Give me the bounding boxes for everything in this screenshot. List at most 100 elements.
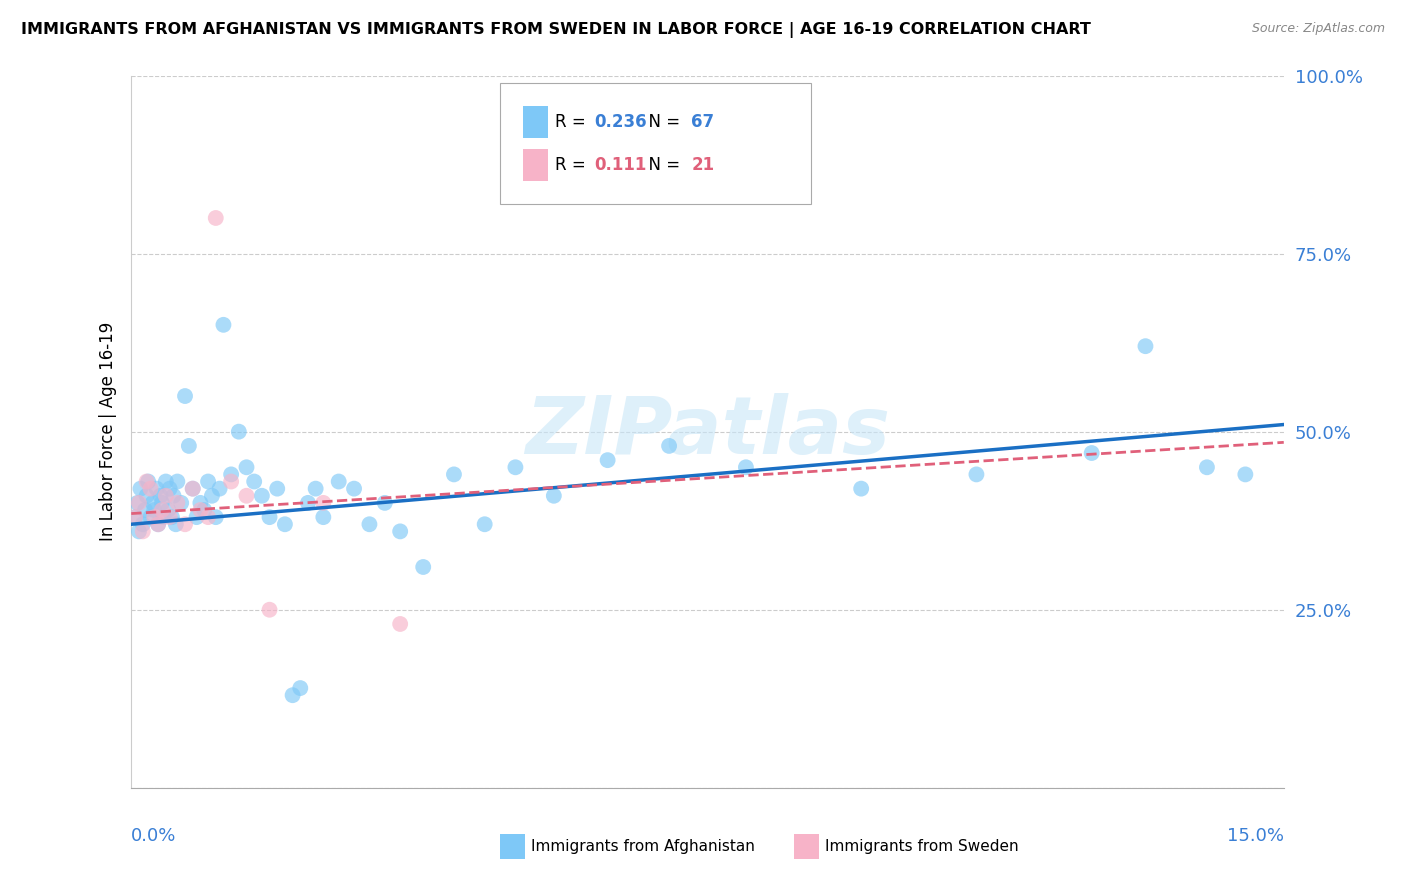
Text: Immigrants from Afghanistan: Immigrants from Afghanistan xyxy=(531,839,755,855)
Text: N =: N = xyxy=(638,112,686,131)
Point xyxy=(259,603,281,617)
Point xyxy=(274,517,297,532)
Point xyxy=(159,482,181,496)
Point xyxy=(150,496,173,510)
Point xyxy=(157,503,180,517)
Point xyxy=(177,439,200,453)
Point xyxy=(139,482,162,496)
Point xyxy=(735,460,758,475)
Point xyxy=(181,482,204,496)
Point xyxy=(135,475,157,489)
Point xyxy=(208,482,231,496)
Point xyxy=(181,482,204,496)
Text: N =: N = xyxy=(638,155,686,174)
Point xyxy=(174,517,197,532)
Point xyxy=(155,475,177,489)
Point xyxy=(543,489,565,503)
Point xyxy=(259,510,281,524)
FancyBboxPatch shape xyxy=(501,83,811,203)
Point xyxy=(165,517,187,532)
Point xyxy=(235,460,257,475)
Text: Immigrants from Sweden: Immigrants from Sweden xyxy=(825,839,1019,855)
Bar xyxy=(501,834,526,859)
Point xyxy=(142,496,165,510)
Point xyxy=(186,510,208,524)
Point xyxy=(505,460,527,475)
Point xyxy=(1234,467,1257,482)
Point xyxy=(146,517,169,532)
Point xyxy=(145,482,167,496)
Text: R =: R = xyxy=(555,155,596,174)
Text: Source: ZipAtlas.com: Source: ZipAtlas.com xyxy=(1251,22,1385,36)
Point xyxy=(219,467,242,482)
Point xyxy=(204,211,226,225)
Text: 0.0%: 0.0% xyxy=(131,827,177,845)
Point xyxy=(193,503,215,517)
Point xyxy=(204,510,226,524)
Text: 21: 21 xyxy=(692,155,714,174)
Bar xyxy=(523,106,548,138)
Point xyxy=(129,482,152,496)
Point xyxy=(150,503,173,517)
Point xyxy=(658,439,681,453)
Point xyxy=(412,560,434,574)
Point xyxy=(124,510,146,524)
Point xyxy=(305,482,328,496)
Point xyxy=(389,524,412,539)
Point xyxy=(128,524,150,539)
Point xyxy=(297,496,319,510)
Point xyxy=(139,510,162,524)
Point xyxy=(132,517,155,532)
Point xyxy=(159,510,181,524)
Point xyxy=(266,482,288,496)
Text: 15.0%: 15.0% xyxy=(1227,827,1284,845)
Point xyxy=(851,482,873,496)
Point xyxy=(143,510,166,524)
Point xyxy=(160,510,183,524)
Point xyxy=(290,681,312,695)
Point xyxy=(343,482,366,496)
Point xyxy=(201,489,224,503)
Point xyxy=(132,524,155,539)
Point xyxy=(197,475,219,489)
Point xyxy=(128,496,150,510)
Point xyxy=(443,467,465,482)
Bar xyxy=(794,834,820,859)
Point xyxy=(359,517,381,532)
Point xyxy=(250,489,273,503)
Point xyxy=(312,496,335,510)
Point xyxy=(135,489,157,503)
Point xyxy=(190,496,212,510)
Point xyxy=(155,489,177,503)
Point xyxy=(219,475,242,489)
Point xyxy=(152,510,174,524)
Text: R =: R = xyxy=(555,112,592,131)
Point xyxy=(228,425,250,439)
Point xyxy=(1195,460,1218,475)
Point xyxy=(312,510,335,524)
Text: 0.111: 0.111 xyxy=(595,155,647,174)
Text: 67: 67 xyxy=(692,112,714,131)
Point xyxy=(170,496,193,510)
Text: ZIPatlas: ZIPatlas xyxy=(524,392,890,471)
Point xyxy=(174,389,197,403)
Bar xyxy=(523,149,548,180)
Text: 0.236: 0.236 xyxy=(595,112,647,131)
Point xyxy=(197,510,219,524)
Point xyxy=(281,688,304,702)
Point xyxy=(235,489,257,503)
Point xyxy=(134,503,156,517)
Point xyxy=(1080,446,1102,460)
Point xyxy=(328,475,350,489)
Point xyxy=(166,496,188,510)
Point xyxy=(124,510,146,524)
Point xyxy=(1135,339,1157,353)
Point xyxy=(162,489,184,503)
Point xyxy=(136,475,159,489)
Point xyxy=(127,496,149,510)
Point xyxy=(190,503,212,517)
Point xyxy=(389,617,412,632)
Point xyxy=(212,318,235,332)
Point xyxy=(965,467,987,482)
Point xyxy=(166,475,188,489)
